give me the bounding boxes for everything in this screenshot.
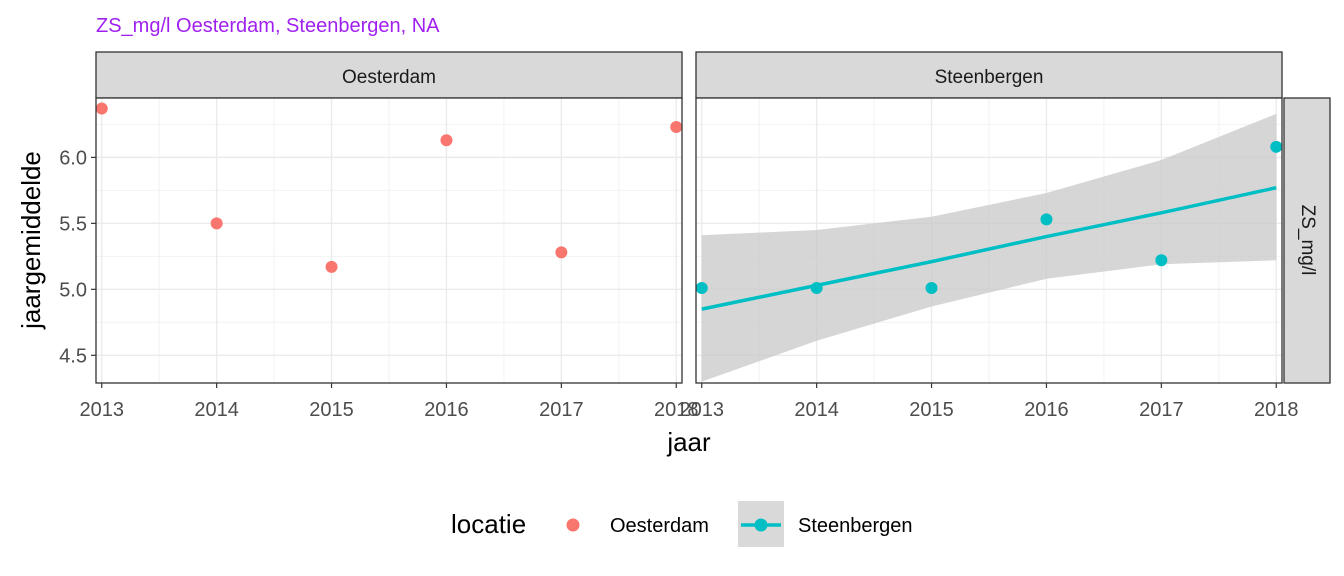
x-tick-label: 2017 — [1139, 399, 1184, 421]
data-point — [810, 282, 823, 294]
legend: locatie Oesterdam Steenbergen — [451, 501, 913, 547]
x-tick-label: 2016 — [424, 399, 469, 421]
x-tick-label: 2018 — [654, 399, 699, 421]
panel-border — [95, 97, 683, 384]
data-point — [1270, 140, 1283, 153]
y-tick-label: 4.5 — [59, 345, 87, 367]
x-axis-title: jaar — [666, 427, 711, 457]
x-tick-label: 2018 — [1254, 399, 1299, 421]
x-tick-label: 2015 — [309, 399, 354, 421]
data-point — [925, 282, 938, 294]
legend-label-steenbergen: Steenbergen — [798, 515, 913, 537]
x-tick-label: 2014 — [194, 399, 239, 421]
panel-strip-steenbergen — [695, 51, 1283, 99]
panel-strip-oesterdam — [95, 51, 683, 99]
data-point — [670, 121, 683, 134]
y-tick-label: 5.0 — [59, 279, 87, 301]
panel-strip-label-oesterdam: Oesterdam — [342, 67, 436, 88]
legend-label-oesterdam: Oesterdam — [610, 515, 709, 537]
x-tick-label: 2014 — [794, 399, 839, 421]
panel-steenbergen: 2013 2014 2015 2016 2017 2018 — [679, 97, 1299, 421]
y-axis-title: jaargemiddelde — [16, 151, 46, 330]
y-tick-label: 6.0 — [59, 147, 87, 169]
right-strip-label: ZS_mg/l — [1297, 205, 1318, 276]
trend-line — [701, 186, 1277, 311]
data-point — [210, 217, 223, 230]
panel-border — [695, 97, 1283, 384]
panel-strip-label-steenbergen: Steenbergen — [935, 67, 1044, 88]
data-point — [325, 260, 338, 273]
x-tick-label: 2013 — [679, 399, 724, 421]
data-point — [95, 102, 108, 115]
legend-title: locatie — [451, 509, 526, 539]
x-tick-label: 2016 — [1024, 399, 1069, 421]
data-point — [555, 246, 568, 259]
legend-key-oesterdam — [566, 518, 580, 532]
y-tick-label: 5.5 — [59, 213, 87, 235]
data-point — [1155, 254, 1168, 267]
data-point — [440, 134, 453, 147]
y-axis: 4.5 5.0 5.5 6.0 — [59, 147, 96, 367]
legend-key-steenbergen — [754, 518, 768, 532]
panel-oesterdam: 2013 2014 2015 2016 2017 2018 — [79, 97, 699, 421]
x-tick-label: 2015 — [909, 399, 954, 421]
right-strip — [1283, 97, 1331, 384]
data-point — [1040, 213, 1053, 226]
chart-title: ZS_mg/l Oesterdam, Steenbergen, NA — [96, 15, 440, 37]
x-tick-label: 2017 — [539, 399, 584, 421]
x-tick-label: 2013 — [79, 399, 124, 421]
data-point — [695, 282, 708, 294]
